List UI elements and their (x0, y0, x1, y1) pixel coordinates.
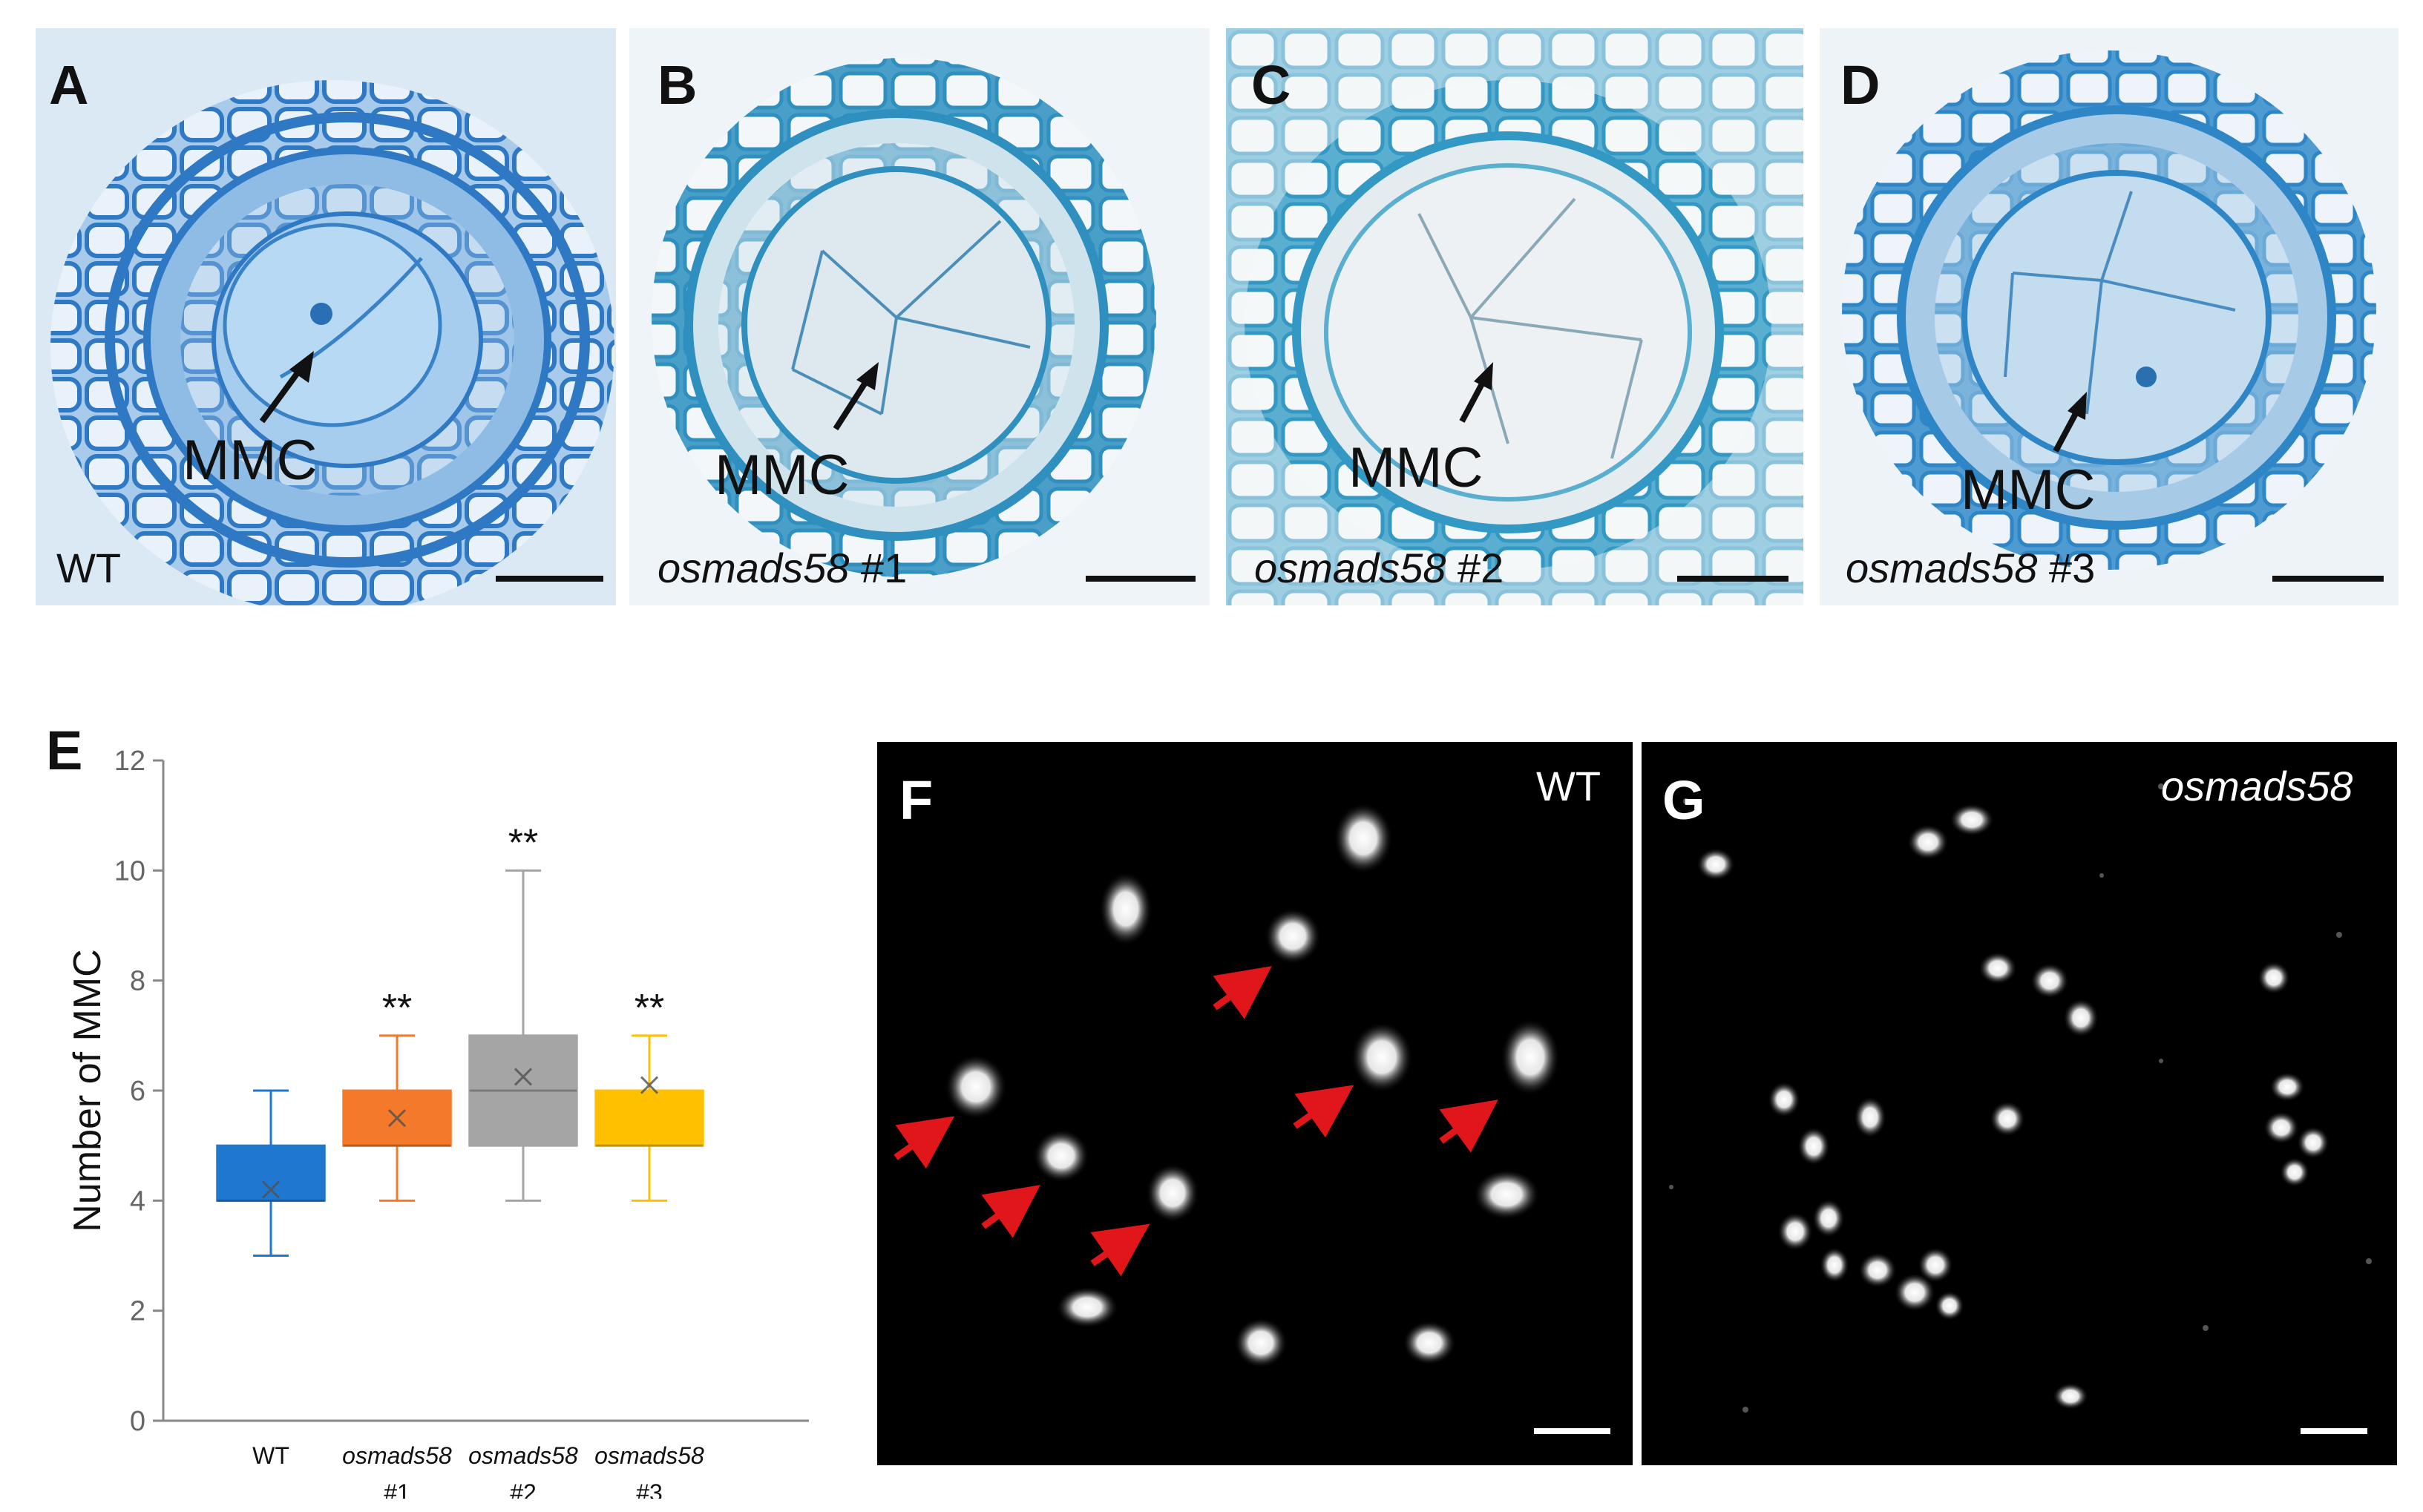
panel-d-genotype: osmads58 #3 (1846, 548, 2095, 589)
panel-d-letter: D (1840, 54, 1881, 116)
significance-label: ** (635, 987, 664, 1030)
panel-a-scale-bar (496, 576, 603, 582)
panel-g-scale-bar (2301, 1428, 2367, 1434)
panel-d-genotype-name: osmads58 (1846, 545, 2038, 591)
significance-label: ** (382, 987, 412, 1030)
panel-b-genotype-name: osmads58 (658, 545, 850, 591)
panel-c-scale-bar (1677, 576, 1788, 582)
panel-d: D MMC osmads58 #3 (1820, 28, 2399, 605)
panel-b-mmc-label: MMC (715, 444, 850, 507)
x-tick-sublabel: #1 (384, 1479, 410, 1499)
mean-marker (387, 1109, 407, 1128)
panel-g-genotype: osmads58 (2161, 766, 2352, 807)
panel-c-mmc-label: MMC (1348, 436, 1483, 499)
panel-f-scale-bar (1534, 1428, 1610, 1434)
panel-d-genotype-line: #3 (2037, 545, 2096, 591)
panel-g-fluorescence (1669, 783, 2372, 1413)
panel-e-letter: E (46, 720, 83, 781)
box-iqr (468, 1034, 578, 1147)
panel-g: G osmads58 (1642, 742, 2397, 1465)
x-tick-label: osmads58 (468, 1442, 578, 1469)
y-tick-label: 6 (130, 1076, 145, 1107)
panel-a-letter: A (49, 54, 89, 116)
box-iqr (594, 1089, 704, 1147)
panel-a-genotype: WT (56, 548, 121, 589)
panel-f: F WT (877, 742, 1633, 1465)
panel-b-letter: B (658, 54, 698, 116)
y-tick-label: 4 (130, 1186, 145, 1217)
panel-c-micrograph (1226, 28, 1803, 605)
significance-label: ** (508, 821, 538, 864)
panel-f-letter: F (899, 769, 934, 831)
panel-g-letter: G (1662, 769, 1705, 831)
panel-c-genotype-name: osmads58 (1254, 545, 1446, 591)
panel-a-micrograph (50, 80, 614, 605)
x-tick-label: WT (252, 1442, 289, 1469)
x-tick-sublabel: #2 (510, 1479, 537, 1499)
panel-a-genotype-text: WT (56, 545, 122, 591)
panel-c-genotype: osmads58 #2 (1254, 548, 1504, 589)
mean-marker (261, 1180, 281, 1199)
panel-a: A MMC WT (36, 28, 616, 605)
x-tick-sublabel: #3 (636, 1479, 663, 1499)
panel-b-genotype: osmads58 #1 (658, 548, 907, 589)
y-tick-label: 2 (130, 1296, 145, 1327)
x-tick-label: osmads58 (342, 1442, 452, 1469)
panel-e-boxplot: 0 2 4 6 8 10 12 Number of MMC WT ** osmads58 #1 ** o… (66, 746, 809, 1499)
y-tick-label: 8 (130, 966, 145, 997)
panel-c-letter: C (1251, 54, 1291, 116)
y-tick-label: 10 (114, 855, 145, 887)
panel-f-fluorescence (894, 803, 1560, 1368)
mean-marker (640, 1076, 659, 1094)
y-axis-title: Number of MMC (66, 949, 109, 1232)
x-tick-label: osmads58 (594, 1442, 704, 1469)
panel-c-genotype-line: #2 (1446, 545, 1504, 591)
box-iqr (216, 1144, 326, 1202)
panel-c: C MMC osmads58 #2 (1226, 28, 1803, 605)
y-tick-label: 12 (114, 746, 145, 777)
panel-b-genotype-line: #1 (849, 545, 908, 591)
panel-d-micrograph (1842, 50, 2376, 570)
panel-b-scale-bar (1086, 576, 1196, 582)
panel-f-genotype: WT (1536, 763, 1601, 809)
panel-d-mmc-label: MMC (1961, 458, 2096, 522)
panel-g-genotype-name: osmads58 (2161, 763, 2353, 809)
y-tick-label: 0 (130, 1406, 145, 1437)
panel-d-scale-bar (2272, 576, 2384, 582)
panel-a-mmc-label: MMC (183, 429, 318, 492)
panel-b-micrograph (652, 58, 1156, 577)
panel-b: B MMC osmads58 #1 (629, 28, 1210, 605)
mean-marker (514, 1068, 533, 1086)
